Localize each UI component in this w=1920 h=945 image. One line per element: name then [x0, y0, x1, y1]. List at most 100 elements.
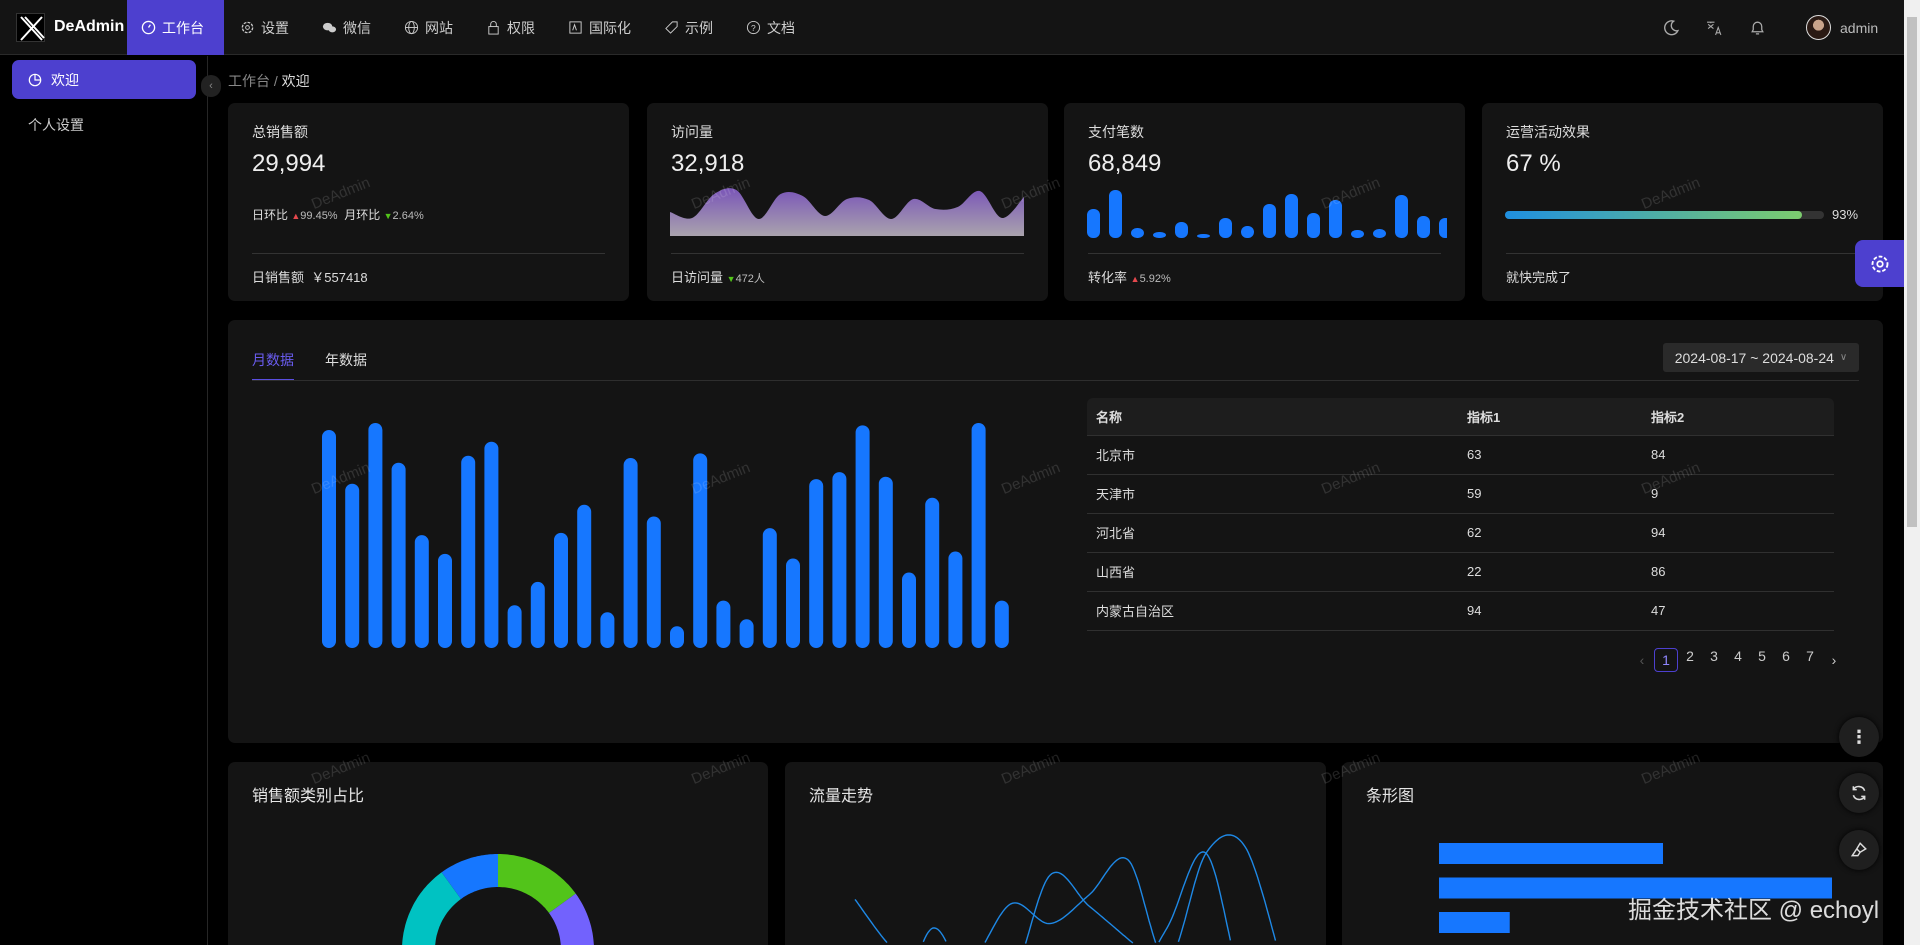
page-scrollbar[interactable]	[1904, 0, 1920, 945]
month-bar	[994, 600, 1009, 648]
page-5-button[interactable]: 5	[1758, 648, 1766, 664]
nav-website[interactable]: 网站	[390, 0, 467, 55]
page-7-button[interactable]: 7	[1806, 648, 1814, 664]
avatar[interactable]	[1806, 15, 1831, 40]
traffic-line	[984, 856, 1157, 943]
stat-card-campaign: 运营活动效果 67 % 93% 就快完成了	[1482, 103, 1883, 301]
tab-yearly[interactable]: 年数据	[325, 352, 367, 368]
month-bar	[786, 558, 800, 648]
nav-permissions[interactable]: 权限	[472, 0, 549, 55]
page-3-button[interactable]: 3	[1710, 648, 1718, 664]
card-title: 运营活动效果	[1506, 124, 1590, 140]
prev-page-button[interactable]: ‹	[1639, 652, 1645, 668]
month-bar	[414, 535, 429, 648]
page-4-button[interactable]: 4	[1734, 648, 1742, 664]
date-range-picker[interactable]: 2024-08-17 ~ 2024-08-24 ∨	[1663, 343, 1859, 372]
dashboard-icon	[141, 20, 156, 35]
down-arrow-icon: ▼	[383, 211, 393, 221]
tag-icon	[665, 21, 678, 34]
refresh-button[interactable]	[1839, 773, 1879, 813]
table-row: 北京市 63 84	[1087, 435, 1834, 475]
donut-slice	[498, 854, 576, 913]
mini-bar	[1329, 200, 1342, 238]
nav-label: 国际化	[589, 19, 631, 36]
scrollbar-thumb[interactable]	[1907, 17, 1917, 527]
bell-icon[interactable]	[1749, 19, 1766, 36]
mini-bar	[1219, 218, 1232, 238]
horizontal-bar	[1439, 912, 1510, 933]
traffic-line-chart	[854, 834, 1277, 944]
card-footer: 转化率 ▲5.92%	[1088, 267, 1171, 286]
stat-card-visits: 访问量 32,918 日访问量 ▼472人	[647, 103, 1048, 301]
translate-image-icon	[569, 21, 582, 34]
progress-label: 93%	[1832, 207, 1859, 222]
traffic-line	[1177, 834, 1277, 943]
column-header[interactable]: 指标2	[1642, 398, 1834, 436]
nav-i18n[interactable]: 国际化	[554, 0, 645, 55]
question-circle-icon: ?	[746, 20, 761, 35]
month-bar	[716, 600, 731, 648]
month-bar	[925, 497, 940, 648]
page-2-button[interactable]: 2	[1686, 648, 1694, 664]
card-title: 条形图	[1366, 788, 1415, 805]
tabs-divider	[252, 380, 1859, 381]
translate-icon[interactable]	[1706, 19, 1723, 36]
more-button[interactable]: ⋮	[1839, 717, 1879, 757]
column-header[interactable]: 名称	[1087, 398, 1458, 436]
payments-bar-chart	[1087, 190, 1447, 238]
data-panel: 月数据 年数据 2024-08-17 ~ 2024-08-24 ∨ 名称 指标1 …	[228, 320, 1883, 743]
up-arrow-icon: ▲	[1130, 274, 1140, 284]
nav-workbench[interactable]: 工作台	[127, 0, 224, 55]
mini-bar	[1087, 209, 1100, 238]
nav-settings[interactable]: 设置	[226, 0, 303, 55]
sidebar-item-welcome[interactable]: 欢迎	[12, 60, 196, 99]
divider	[1506, 253, 1859, 254]
username[interactable]: admin	[1840, 20, 1879, 36]
donut-slice	[402, 872, 461, 945]
month-bar	[670, 626, 684, 648]
month-bar	[739, 619, 754, 648]
table-row: 山西省 22 86	[1087, 552, 1834, 592]
month-bar	[646, 516, 661, 648]
sidebar-item-profile-settings[interactable]: 个人设置	[28, 117, 84, 133]
mini-bar	[1373, 229, 1386, 238]
page-1-button[interactable]: 1	[1654, 648, 1678, 672]
month-bar	[484, 441, 499, 648]
collapse-sidebar-button[interactable]: ‹	[201, 75, 221, 97]
footer-label: 日访问量	[671, 270, 724, 285]
card-title: 销售额类别占比	[252, 788, 365, 805]
nav-docs[interactable]: ? 文档	[732, 0, 809, 55]
breadcrumb-parent[interactable]: 工作台	[228, 73, 270, 89]
month-bar	[461, 455, 476, 648]
horizontal-bar	[1439, 843, 1664, 864]
table-cell: 河北省	[1087, 513, 1458, 553]
month-bar	[577, 504, 592, 648]
theme-settings-button[interactable]	[1855, 240, 1904, 287]
overlay-watermark-text: 掘金技术社区 @ echoyl	[1628, 897, 1880, 924]
nav-wechat[interactable]: 微信	[308, 0, 385, 55]
card-value: 32,918	[671, 150, 745, 177]
month-bar	[530, 581, 545, 648]
card-title: 访问量	[671, 124, 713, 140]
nav-label: 网站	[425, 19, 453, 36]
tab-monthly[interactable]: 月数据	[252, 352, 294, 368]
up-arrow-icon: ▲	[291, 211, 301, 221]
footer-value: 5.92%	[1139, 273, 1171, 285]
page-6-button[interactable]: 6	[1782, 648, 1790, 664]
clear-cache-button[interactable]	[1839, 830, 1879, 870]
progress-fill	[1505, 211, 1802, 219]
mini-bar	[1417, 216, 1430, 238]
lock-icon	[488, 21, 499, 35]
brush-icon	[1850, 842, 1867, 857]
donut-slice	[441, 854, 498, 899]
traffic-line	[922, 927, 947, 943]
table-cell: 9	[1642, 474, 1834, 514]
date-range-value: 2024-08-17 ~ 2024-08-24	[1674, 349, 1834, 366]
column-header[interactable]: 指标1	[1458, 398, 1642, 436]
day-ratio-value: 99.45%	[300, 210, 338, 222]
nav-label: 工作台	[162, 19, 204, 36]
next-page-button[interactable]: ›	[1831, 652, 1837, 668]
nav-examples[interactable]: 示例	[650, 0, 727, 55]
month-bar	[809, 479, 824, 648]
moon-icon[interactable]	[1663, 19, 1680, 36]
